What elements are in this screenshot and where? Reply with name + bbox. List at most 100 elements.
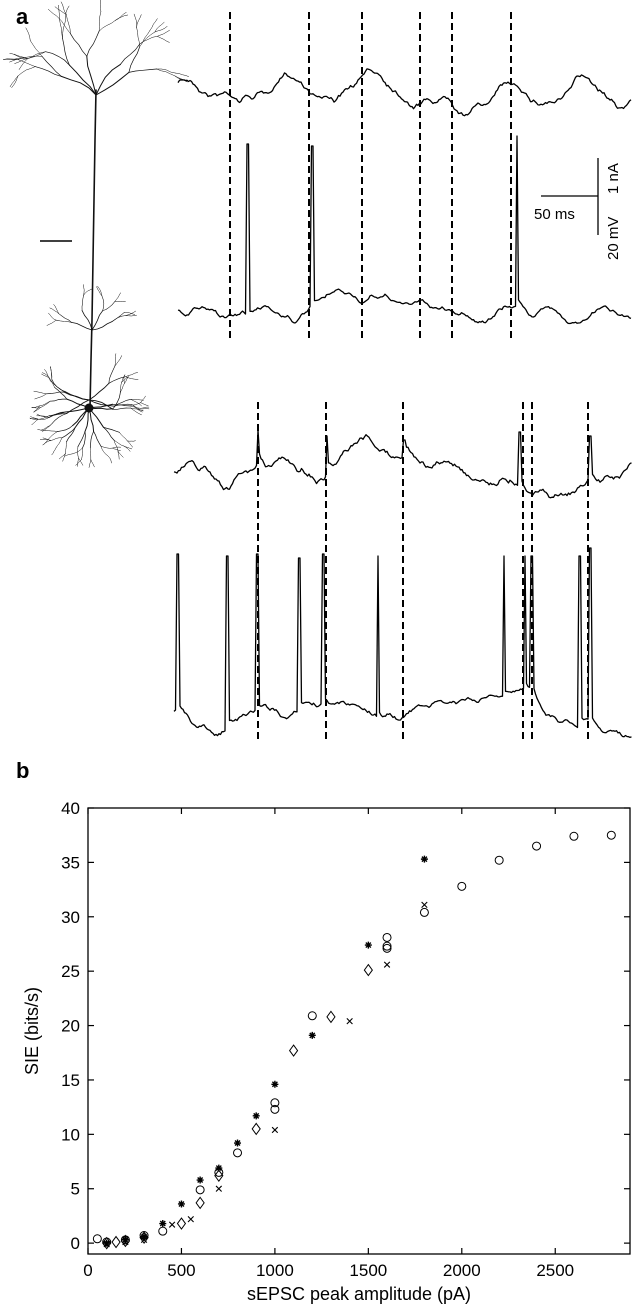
y-tick-label: 20 [61,1017,80,1036]
dendrite [154,26,168,33]
dendrite [66,14,71,34]
cross-point [421,901,428,909]
dendrite [42,437,52,441]
dendrite [48,413,68,418]
y-axis: 0 5 10 15 20 25 30 35 40 [61,799,630,1253]
dendrite [30,40,43,57]
dendrite [62,37,70,66]
asterisk-point [420,855,428,863]
dendrite [156,68,176,74]
dendrite [63,391,90,401]
x-tick-label: 1000 [256,1261,294,1280]
dendrite [33,407,41,413]
diamond-point [288,1044,299,1057]
circle-point [158,1226,168,1236]
dendrite [175,72,189,77]
dendrite [100,446,113,449]
diamond-point [363,963,373,977]
dendrite [55,437,63,449]
dendrite [103,426,115,441]
dendrite [112,407,132,410]
circle-point [195,1185,205,1195]
dendrite [42,438,49,446]
dendrite [34,393,47,400]
dendrite [98,20,116,32]
dendrite [38,416,50,420]
asterisk-point [215,1164,223,1172]
dendrite [69,64,97,96]
circle-point [419,907,429,917]
dendrite [33,390,47,395]
diamond-point [214,1169,224,1183]
dendrite [114,355,122,367]
dendrite [47,8,59,19]
diamond-point [326,1010,336,1024]
asterisk-point [308,1031,316,1039]
dendrite [58,17,71,34]
dendrite [89,431,94,449]
circle-point [382,943,392,953]
voltage-scale-label: 20 mV [605,217,622,260]
dendrite [136,14,142,28]
dendrite [124,312,136,315]
dendrite [49,380,65,393]
dendrite [112,393,121,410]
dendrite [58,313,72,323]
dendrite [107,455,112,464]
dendrite [3,58,18,60]
x-tick-label: 0 [83,1261,92,1280]
circle-point [457,881,467,891]
dendrite [72,447,83,455]
dendrite [108,365,116,384]
dendrite [103,426,120,433]
dendrite [29,417,39,420]
circle-point [382,932,392,942]
dendrite [119,381,122,395]
dendrite [88,382,110,401]
dendrite [123,445,133,450]
asterisk-point [196,1176,204,1184]
dendrite [77,431,86,448]
dendrite [154,21,165,33]
dendrite [45,430,58,432]
trace-voltage-2 [173,547,632,739]
dendrite [77,446,79,459]
y-tick-label: 30 [61,908,80,927]
x-axis: 0 500 1000 1500 2000 2500 [83,808,574,1280]
dendrite [62,453,66,462]
dendrite [131,404,143,413]
dendrite [83,288,93,296]
dendrite [58,4,60,20]
dendrite [49,307,60,314]
dendrite [27,51,46,59]
dendrite [44,369,51,381]
dendrite [82,431,86,449]
circle-point [569,831,579,841]
current-scale-label: 1 nA [605,163,622,194]
dendrite [123,445,131,452]
dendrite [11,75,19,88]
dendrite [75,459,82,466]
dendrite [70,33,88,57]
dendrite [111,315,127,322]
dendrite [50,366,53,380]
y-axis-label: SIE (bits/s) [22,987,42,1075]
dendrite [43,440,52,445]
x-axis-label: sEPSC peak amplitude (pA) [247,1284,471,1304]
dendrite [115,12,127,21]
circle-point [233,1148,243,1158]
dendrite [65,441,67,454]
dendrite [130,399,144,401]
diamond-point [176,1217,187,1230]
cross-point [271,1126,279,1134]
dendrite [112,446,121,449]
dendrite [36,415,50,418]
asterisk-point [177,1200,185,1208]
circle-point [92,1234,102,1244]
dendrite [71,322,93,331]
dendrite [90,459,95,468]
cross-point [168,1221,176,1228]
dendrite [157,30,170,37]
x-tick-label: 1500 [349,1261,387,1280]
dendrite [33,405,40,413]
